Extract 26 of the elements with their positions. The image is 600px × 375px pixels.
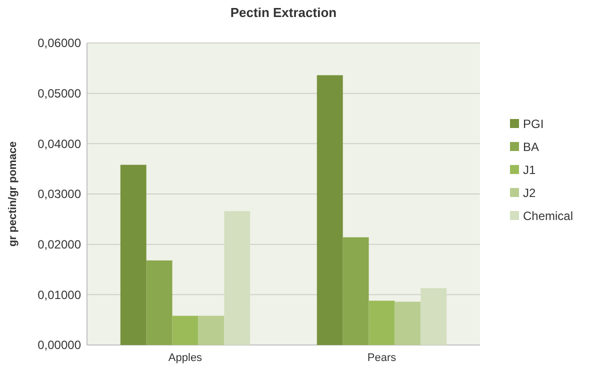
y-tick-label: 0,02000 [38, 238, 82, 252]
y-tick-label: 0,06000 [38, 36, 82, 50]
legend-label: J1 [523, 163, 536, 178]
bar [420, 288, 447, 345]
bar [368, 300, 395, 345]
legend-label: PGI [523, 117, 544, 132]
bar [224, 211, 250, 345]
y-tick-label: 0,00000 [38, 338, 82, 352]
y-tick-label: 0,05000 [38, 86, 82, 101]
chart-title: Pectin Extraction [230, 5, 337, 20]
bar [316, 75, 343, 345]
y-tick-label: 0,04000 [38, 136, 82, 151]
bar [394, 302, 421, 345]
y-tick-label: 0,01000 [38, 288, 82, 302]
x-tick-label: Apples [168, 352, 203, 364]
x-tick-label: Pears [367, 352, 397, 364]
bar [172, 316, 198, 345]
bar [198, 316, 224, 345]
legend-label: BA [523, 140, 540, 154]
y-tick-label: 0,03000 [38, 187, 82, 202]
legend-label: J2 [523, 186, 536, 200]
bar [342, 237, 369, 345]
bar [146, 260, 172, 345]
bar [120, 164, 146, 345]
legend-label: Chemical [523, 209, 574, 224]
y-axis-title: gr pectin/gr pomace [7, 141, 19, 247]
